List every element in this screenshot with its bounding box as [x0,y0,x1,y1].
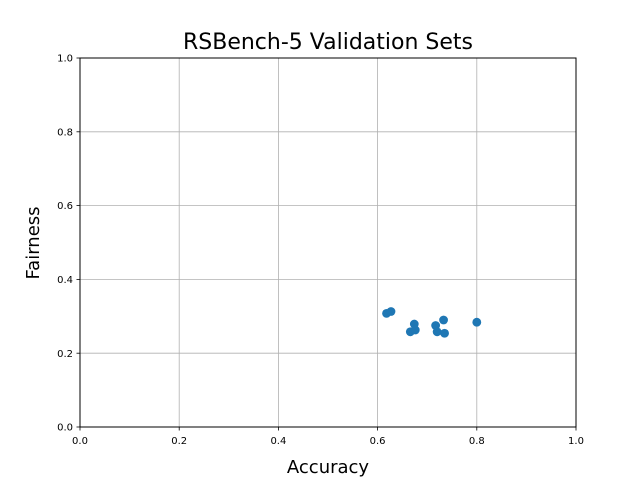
y-tick-label: 0.2 [57,349,73,360]
y-axis-label: Fairness [23,206,44,279]
data-point [472,317,482,327]
data-point [432,327,442,337]
y-tick-label: 0.4 [57,275,73,286]
chart-title: RSBench-5 Validation Sets [183,30,473,55]
data-point [386,307,396,316]
x-tick-label: 0.2 [171,436,187,447]
x-tick-label: 1.0 [568,436,584,447]
x-tick-label: 0.4 [270,436,286,447]
data-point [410,325,420,335]
y-tick-label: 0.8 [57,127,73,138]
plot-frame [79,57,577,428]
x-axis-label: Accuracy [287,457,370,478]
x-tick-label: 0.0 [72,436,88,447]
data-point [439,315,448,325]
data-points [382,307,482,338]
y-tick-label: 1.0 [57,54,73,65]
ticks: 0.0 0.2 0.4 0.6 0.8 1.0 0.0 0.2 0.4 0.6 0.8 1.0 [57,54,584,447]
x-tick-label: 0.8 [469,436,485,447]
x-tick-label: 0.6 [370,436,386,447]
y-tick-label: 0.6 [57,201,73,212]
data-point [440,328,449,338]
y-tick-label: 0.0 [57,423,73,434]
grid [79,57,577,428]
